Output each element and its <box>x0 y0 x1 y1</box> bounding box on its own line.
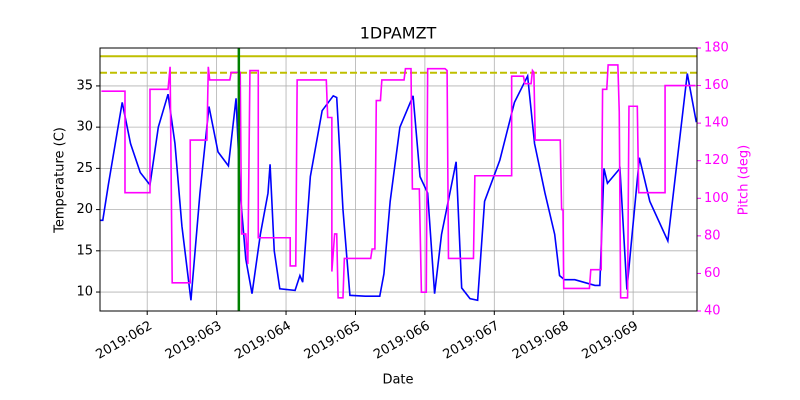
y2-tick-label: 80 <box>704 228 721 243</box>
y2-tick-label: 160 <box>704 78 729 93</box>
y2-tick-label: 140 <box>704 116 729 131</box>
y2-tick-label: 100 <box>704 191 729 206</box>
y2-tick-label: 120 <box>704 153 729 168</box>
y-tick-label: 25 <box>76 161 93 176</box>
y-tick-label: 35 <box>76 78 93 93</box>
y2-tick-label: 60 <box>704 266 721 281</box>
plot-frame <box>99 47 698 312</box>
chart-title: 1DPAMZT <box>360 24 437 43</box>
y-tick-label: 10 <box>76 285 93 300</box>
y2-tick-label: 180 <box>704 41 729 56</box>
series-line <box>101 64 696 299</box>
y-tick-label: 30 <box>76 120 93 135</box>
plot-area <box>100 48 697 311</box>
x-axis-label: Date <box>382 373 413 388</box>
y2-tick-label: 40 <box>704 304 721 319</box>
y2-axis-label: Pitch (deg) <box>737 145 752 215</box>
series-line <box>100 73 697 302</box>
y-tick-label: 20 <box>76 202 93 217</box>
y-tick-label: 15 <box>76 243 93 258</box>
y-axis-label: Temperature (C) <box>53 127 68 234</box>
